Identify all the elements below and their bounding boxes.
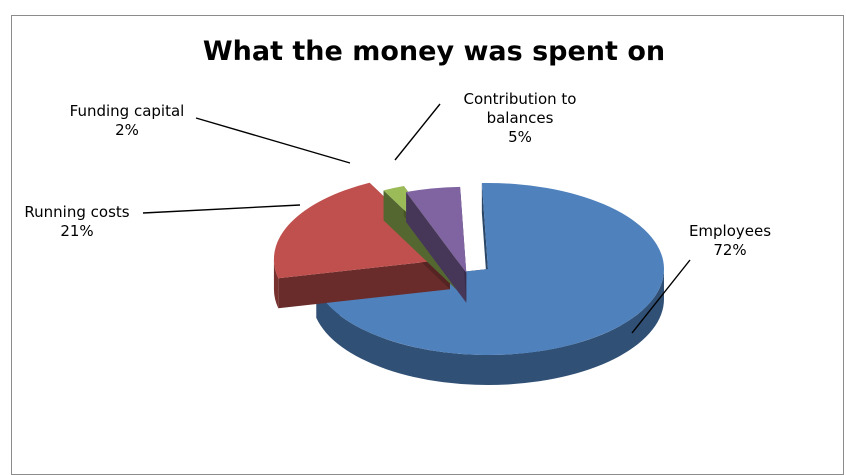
- data-label-running-costs: Running costs 21%: [24, 203, 129, 240]
- slice-top-face: [316, 183, 665, 355]
- data-label-employees: Employees 72%: [689, 222, 771, 259]
- leader-line-running-costs: [142, 204, 301, 214]
- data-label-contribution-to-balances: Contribution to balances 5%: [464, 90, 577, 146]
- pie-slice-contribution-to-balances: [406, 186, 467, 303]
- slice-side-face: [406, 191, 467, 303]
- slice-side-face: [278, 259, 450, 309]
- slice-outer-wall: [273, 259, 279, 309]
- slice-outer-wall: [316, 269, 664, 386]
- data-label-funding-capital: Funding capital 2%: [70, 102, 185, 139]
- slice-top-face: [406, 186, 467, 273]
- leader-line-employees: [631, 259, 691, 334]
- leader-line-funding-capital: [195, 117, 351, 164]
- leader-line-contribution-to-balances: [394, 103, 441, 161]
- slice-top-face: [273, 182, 450, 279]
- chart-title: What the money was spent on: [203, 36, 665, 67]
- pie-chart: What the money was spent on Employees 72%…: [24, 36, 771, 386]
